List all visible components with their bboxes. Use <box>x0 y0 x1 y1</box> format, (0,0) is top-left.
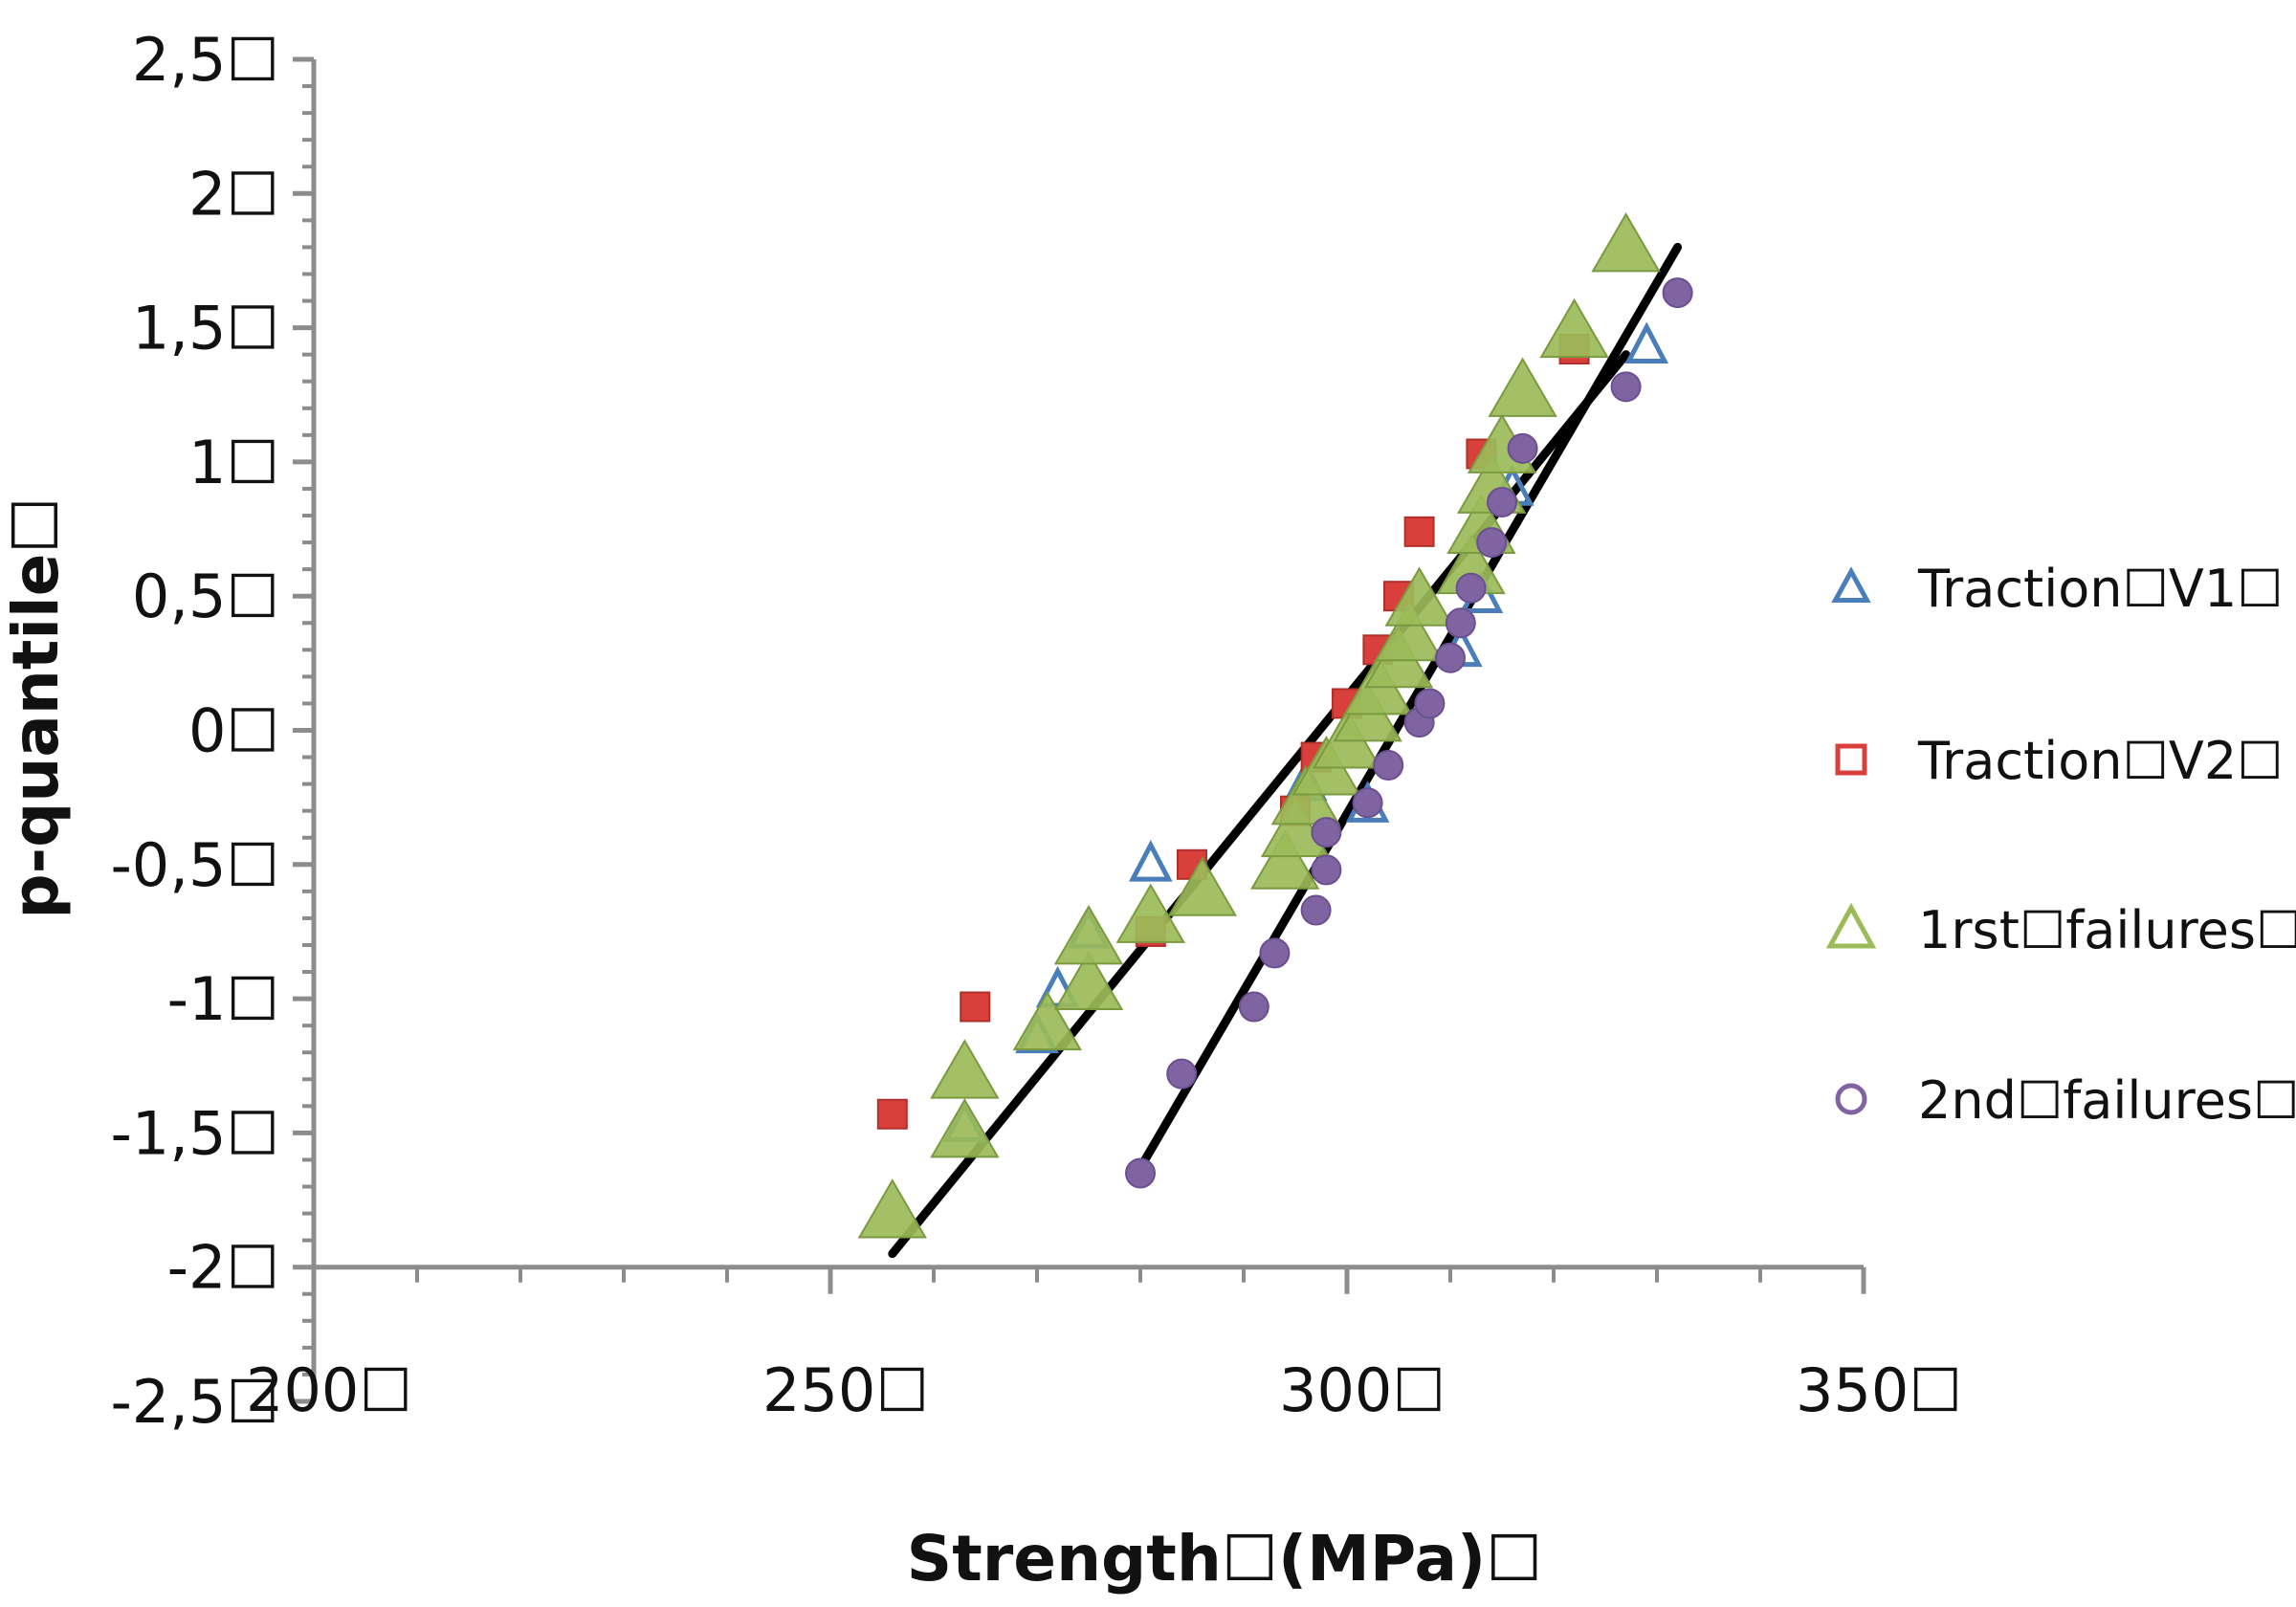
data-point <box>1624 321 1669 364</box>
data-point <box>1238 991 1269 1023</box>
data-point <box>1539 297 1609 359</box>
data-point <box>1311 817 1342 848</box>
y-tick-label: -0,5☐ <box>110 830 279 900</box>
data-point <box>1373 749 1404 781</box>
series-4 <box>1125 277 1693 1189</box>
data-point <box>1414 688 1446 719</box>
legend-marker <box>1831 566 1871 603</box>
y-tick-label: -2☐ <box>167 1233 279 1303</box>
legend-label: Traction☐V1☐ <box>1917 559 2284 619</box>
data-point <box>1488 357 1557 417</box>
legend-label: Traction☐V2☐ <box>1917 731 2284 791</box>
data-point <box>1591 211 1661 273</box>
data-point <box>1610 371 1642 403</box>
data-points <box>857 211 1693 1239</box>
data-point <box>857 1178 927 1239</box>
data-point <box>1374 601 1444 662</box>
data-point <box>1128 840 1173 882</box>
data-point <box>1053 950 1124 1011</box>
x-tick-label: 200☐ <box>246 1355 412 1425</box>
data-point <box>1476 527 1508 559</box>
y-tick-label: 0,5☐ <box>132 561 279 631</box>
data-point <box>1053 904 1124 965</box>
x-tick-label: 250☐ <box>762 1355 929 1425</box>
legend-marker <box>1835 1083 1867 1115</box>
legend-item: 1rst☐failures☐ <box>1825 900 2296 960</box>
data-point <box>1403 516 1435 547</box>
y-tick-label: -1☐ <box>167 964 279 1034</box>
data-point <box>1311 854 1342 886</box>
series-3 <box>857 211 1661 1239</box>
trend-line <box>888 350 1631 1259</box>
data-point <box>930 1039 1000 1099</box>
y-tick-label: -2,5☐ <box>110 1367 279 1437</box>
data-point <box>960 991 991 1023</box>
trend-line <box>1136 242 1683 1173</box>
axes <box>293 56 1866 1404</box>
y-axis-title: p-quantile☐ <box>0 496 73 918</box>
tick-labels: 2,5☐2☐1,5☐1☐0,5☐0☐-0,5☐-1☐-1,5☐-2☐-2,5☐2… <box>110 25 1962 1437</box>
data-point <box>1300 894 1332 926</box>
data-point <box>1662 277 1693 309</box>
data-point <box>1270 765 1340 826</box>
data-point <box>1487 486 1517 517</box>
legend-item: 2nd☐failures☐ <box>1835 1070 2296 1131</box>
y-tick-label: 1☐ <box>188 428 279 497</box>
x-tick-label: 300☐ <box>1279 1355 1446 1425</box>
legend-label: 2nd☐failures☐ <box>1918 1070 2296 1131</box>
y-tick-label: 2☐ <box>188 159 279 229</box>
data-point <box>1352 787 1383 819</box>
legend-item: Traction☐V2☐ <box>1835 731 2284 791</box>
data-point <box>1445 607 1476 639</box>
y-tick-label: -1,5☐ <box>110 1098 279 1168</box>
data-point <box>1435 642 1466 673</box>
legend-label: 1rst☐failures☐ <box>1918 900 2296 960</box>
data-point <box>1115 883 1185 943</box>
y-tick-label: 2,5☐ <box>132 25 279 95</box>
data-point <box>1384 566 1454 627</box>
data-point <box>876 1098 908 1130</box>
data-point <box>1250 829 1320 890</box>
y-tick-label: 1,5☐ <box>132 294 279 363</box>
data-point <box>1507 432 1538 464</box>
data-point <box>930 1097 1000 1158</box>
data-point <box>1012 990 1082 1051</box>
data-point <box>1259 937 1291 969</box>
data-point <box>1455 572 1487 604</box>
x-tick-label: 350☐ <box>1796 1355 1962 1425</box>
legend-marker <box>1835 743 1867 776</box>
legend-marker <box>1825 902 1877 949</box>
data-point <box>1167 856 1237 916</box>
trend-lines <box>888 242 1683 1259</box>
legend-item: Traction☐V1☐ <box>1831 559 2284 619</box>
legend: Traction☐V1☐ Traction☐V2☐ 1rst☐failures☐ 2n… <box>1825 559 2296 1131</box>
x-axis-title: Strength☐(MPa)☐ <box>907 1522 1543 1596</box>
data-point <box>1166 1058 1198 1090</box>
y-tick-label: 0☐ <box>188 696 279 766</box>
data-point <box>1125 1157 1156 1189</box>
